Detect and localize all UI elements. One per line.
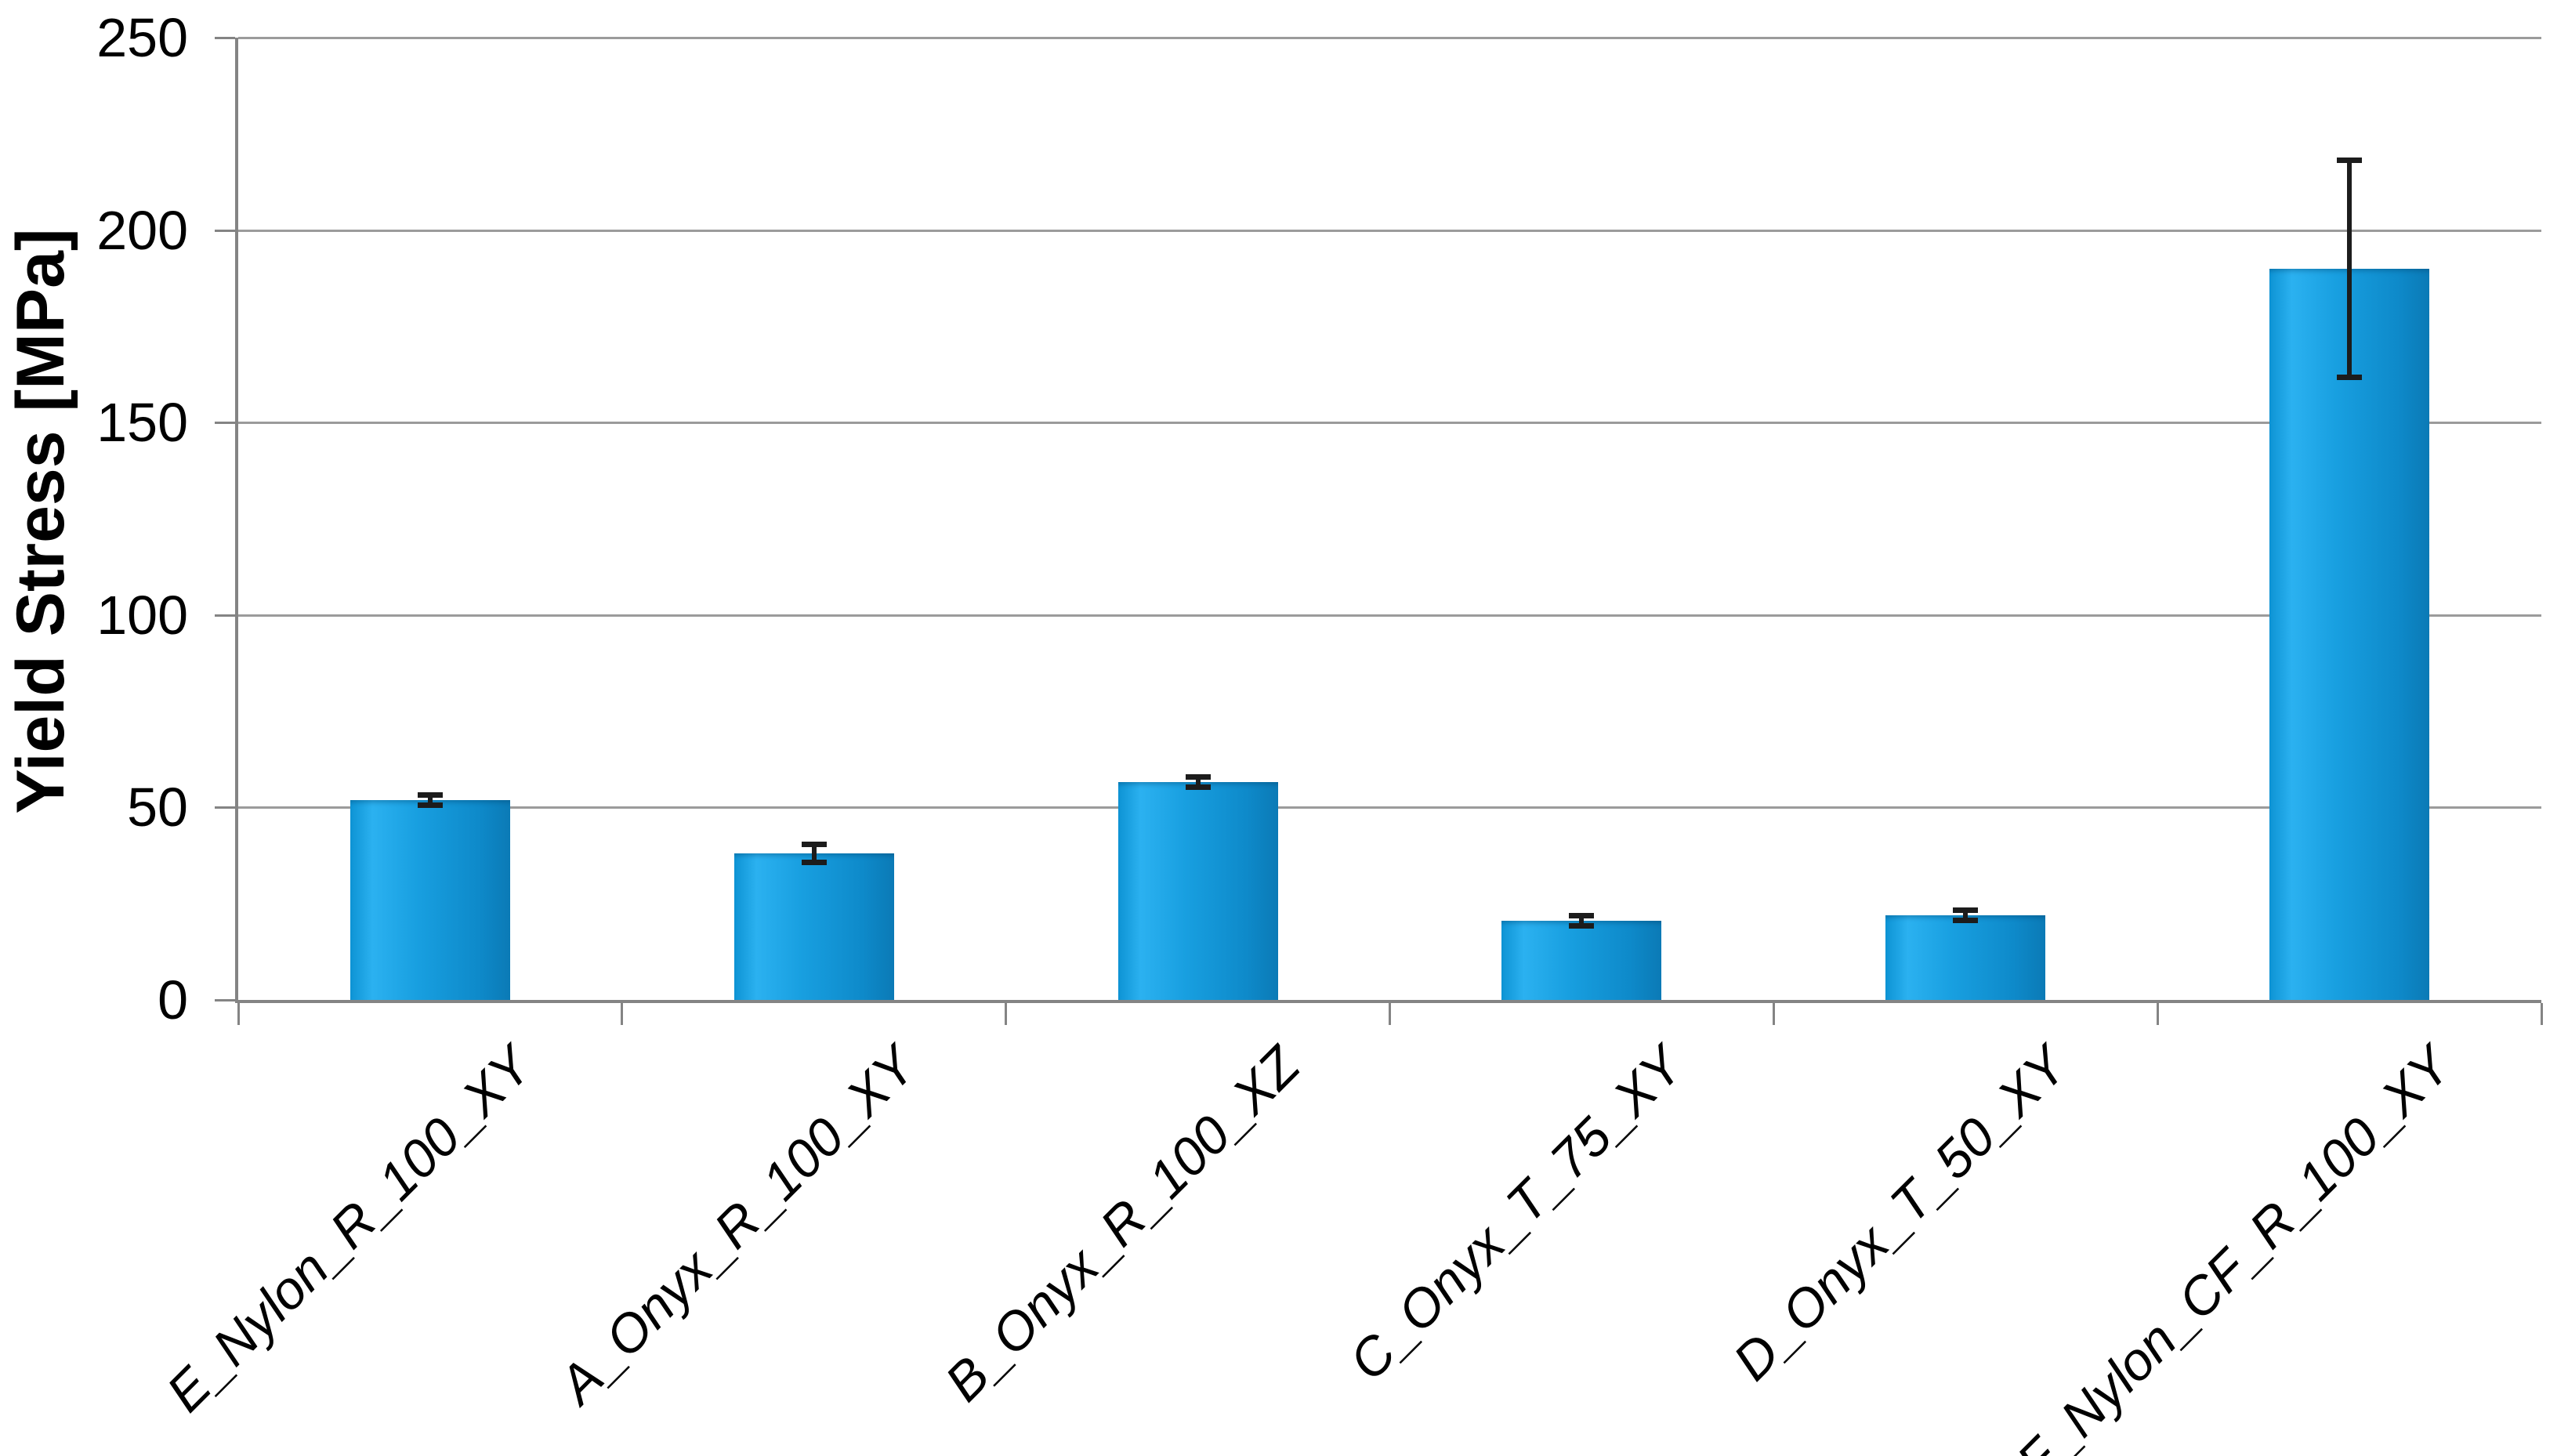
y-axis-tick (215, 614, 235, 617)
error-bar-cap-bottom (1185, 784, 1211, 790)
x-axis-tick (1389, 1003, 1391, 1025)
x-axis-tick (621, 1003, 624, 1025)
bar-E_Nylon_R_100_XY (350, 800, 510, 1000)
x-category-label-E_Nylon_R_100_XY: E_Nylon_R_100_XY (155, 1035, 543, 1424)
y-axis-tick (215, 806, 235, 809)
error-bar-cap-top (2337, 157, 2363, 163)
x-axis-tick (1005, 1003, 1008, 1025)
y-gridline-150 (238, 422, 2541, 425)
error-bar-stem (427, 792, 433, 808)
y-axis-title: Yield Stress [MPa] (3, 228, 78, 814)
error-bar-D_Onyx_T_50_XY (1953, 907, 1979, 923)
y-axis-tick (215, 37, 235, 39)
error-bar-stem (1579, 913, 1585, 929)
y-tick-label-150: 150 (96, 392, 188, 454)
y-gridline-250 (238, 37, 2541, 39)
error-bar-A_Onyx_R_100_XY (801, 842, 827, 865)
error-bar-B_Onyx_R_100_XZ (1185, 774, 1211, 790)
bar-D_Onyx_T_50_XY (1885, 915, 2046, 1000)
error-bar-E_Nylon_R_100_XY (417, 792, 443, 808)
y-axis-tick (215, 999, 235, 1001)
y-tick-label-250: 250 (96, 7, 188, 68)
bar-A_Onyx_R_100_XY (733, 853, 894, 1000)
error-bar-cap-bottom (1953, 917, 1979, 923)
error-bar-cap-bottom (417, 802, 443, 808)
error-bar-cap-bottom (1569, 922, 1595, 929)
error-bar-cap-top (1569, 913, 1595, 919)
error-bar-cap-bottom (801, 859, 827, 865)
error-bar-cap-top (417, 792, 443, 799)
x-axis-tick (2156, 1003, 2159, 1025)
plot-area (215, 37, 2543, 1025)
bar-B_Onyx_R_100_XZ (1117, 782, 1278, 1000)
x-axis-tick (1772, 1003, 1775, 1025)
y-gridline-50 (238, 806, 2541, 809)
y-tick-label-50: 50 (127, 777, 188, 838)
error-bar-cap-top (1185, 774, 1211, 781)
x-axis-tick (237, 1003, 240, 1025)
error-bar-F_Nylon_CF_R_100_XY (2337, 157, 2363, 381)
y-tick-label-100: 100 (96, 584, 188, 646)
y-gridline-200 (238, 229, 2541, 232)
y-gridline-100 (238, 614, 2541, 617)
error-bar-C_Onyx_T_75_XY (1569, 913, 1595, 929)
error-bar-cap-bottom (2337, 375, 2363, 381)
bar-C_Onyx_T_75_XY (1501, 921, 1662, 1000)
bar-F_Nylon_CF_R_100_XY (2269, 269, 2430, 1000)
y-tick-label-200: 200 (96, 199, 188, 261)
error-bar-stem (811, 842, 817, 865)
x-axis-tick (2540, 1003, 2543, 1025)
error-bar-stem (1195, 774, 1201, 790)
y-axis-tick (215, 229, 235, 232)
error-bar-cap-top (1953, 907, 1979, 914)
error-bar-stem (1963, 907, 1969, 923)
error-bar-cap-top (801, 842, 827, 848)
error-bar-stem (2347, 157, 2352, 381)
y-tick-label-0: 0 (158, 969, 188, 1030)
y-axis-tick (215, 422, 235, 425)
